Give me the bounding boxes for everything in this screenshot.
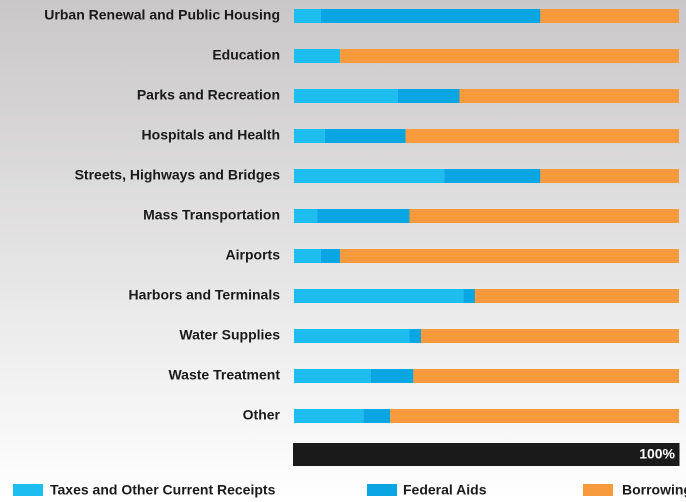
category-label: Mass Transportation (143, 207, 280, 223)
bar-segment (294, 89, 398, 103)
category-label: Education (212, 47, 280, 63)
bar-segment (474, 289, 679, 303)
bar-segment (294, 249, 321, 263)
bar-segment (340, 49, 679, 63)
legend-label: Federal Aids (403, 482, 487, 498)
bar-segment (405, 129, 679, 143)
category-label: Water Supplies (179, 327, 280, 343)
category-label: Airports (226, 247, 281, 263)
bar-segment (390, 409, 679, 423)
bar-segment (363, 409, 391, 423)
legend-swatch (13, 484, 43, 496)
bar-segment (340, 249, 679, 263)
category-label: Harbors and Terminals (129, 287, 281, 303)
bar-segment (320, 249, 341, 263)
bar-segment (294, 9, 321, 23)
bar-segment (294, 129, 325, 143)
bar-segment (409, 329, 422, 343)
legend-label: Borrowing (622, 482, 686, 498)
bar-segment (413, 369, 679, 383)
category-label: Hospitals and Health (142, 127, 280, 143)
category-label: Other (243, 407, 281, 423)
bar-segment (409, 209, 679, 223)
bar-segment (294, 49, 341, 63)
bar-segment (540, 169, 679, 183)
category-label: Streets, Highways and Bridges (75, 167, 281, 183)
axis-bar (293, 443, 679, 466)
bar-segment (540, 9, 679, 23)
bar-segment (294, 289, 464, 303)
category-label: Waste Treatment (168, 367, 280, 383)
legend-label: Taxes and Other Current Receipts (50, 482, 276, 498)
bar-segment (459, 89, 679, 103)
bar-segment (294, 209, 318, 223)
legend-swatch (583, 484, 613, 496)
bar-segment (317, 209, 410, 223)
legend-swatch (367, 484, 397, 496)
bar-segment (397, 89, 460, 103)
category-label: Parks and Recreation (137, 87, 280, 103)
bar-segment (294, 329, 410, 343)
bar-segment (324, 129, 406, 143)
bar-segment (294, 409, 364, 423)
bar-segment (371, 369, 414, 383)
bar-segment (463, 289, 475, 303)
bar-segment (421, 329, 679, 343)
bar-segment (320, 9, 541, 23)
x-tick-label: 100% (639, 446, 675, 462)
bar-segment (444, 169, 541, 183)
bar-segment (294, 169, 445, 183)
bar-segment (294, 369, 371, 383)
category-label: Urban Renewal and Public Housing (44, 7, 280, 23)
